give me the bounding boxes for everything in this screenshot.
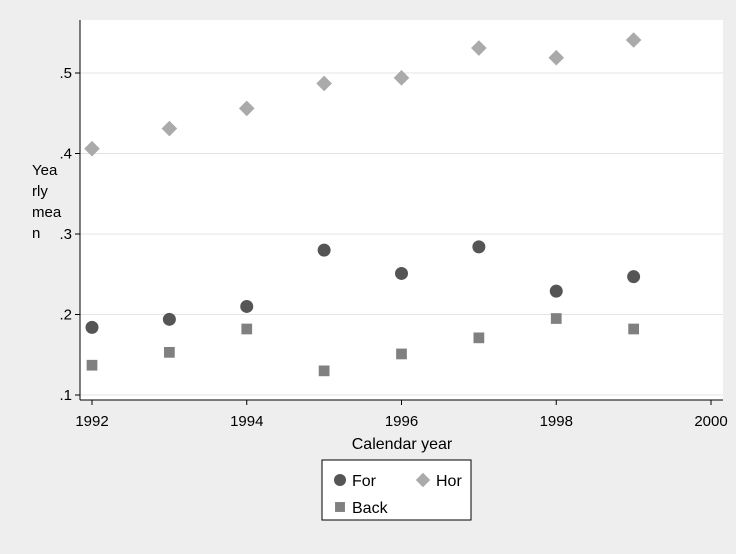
points-layer [84,32,642,377]
legend-box [321,459,472,521]
y-tick-label: .2 [59,307,72,324]
x-tick-label: 1998 [540,413,573,430]
y-axis-label-line: n [32,225,40,242]
point-back [164,346,175,358]
grid-layer [80,72,723,396]
y-axis-label-line: rly [32,183,48,200]
point-hor [316,75,332,92]
y-tick-label: .5 [59,65,72,82]
point-hor [471,40,487,56]
point-for [317,243,331,257]
x-tick-label: 1992 [75,413,108,430]
legend-marker-back [335,502,345,512]
point-back [628,323,639,335]
legend: For Hor Back [321,459,472,521]
x-axis-label: Calendar year [352,436,453,453]
point-back [318,365,330,377]
point-for [240,299,254,313]
point-hor [161,120,178,137]
point-hor [393,70,410,86]
y-axis-label: Yea rly mea n [32,162,62,242]
point-back [473,332,485,344]
axes-layer: .1 .2 .3 .4 .5 1992 1994 1996 1998 2000 [59,20,728,430]
point-for [85,320,99,334]
y-axis-label-line: Yea [32,162,58,179]
point-hor [84,140,100,157]
point-hor [238,100,255,117]
y-tick-label: .1 [59,387,72,404]
legend-label-for: For [352,473,377,490]
point-hor [625,32,642,48]
y-tick-label: .3 [59,226,72,243]
point-for [162,312,176,326]
point-back [550,313,562,324]
legend-label-back: Back [352,500,389,517]
legend-marker-for [334,474,346,486]
point-back [86,359,98,371]
y-tick-label: .4 [59,146,72,163]
legend-label-hor: Hor [436,473,462,490]
x-tick-label: 2000 [694,413,727,430]
point-for [627,270,641,284]
point-hor [548,49,565,66]
point-back [396,348,407,360]
x-tick-label: 1994 [230,413,263,430]
point-back [241,323,253,335]
point-for [549,284,563,298]
y-axis-label-line: mea [32,204,62,221]
x-tick-label: 1996 [385,413,418,430]
legend-marker-hor [415,472,431,488]
point-for [395,266,408,280]
point-for [472,240,486,254]
